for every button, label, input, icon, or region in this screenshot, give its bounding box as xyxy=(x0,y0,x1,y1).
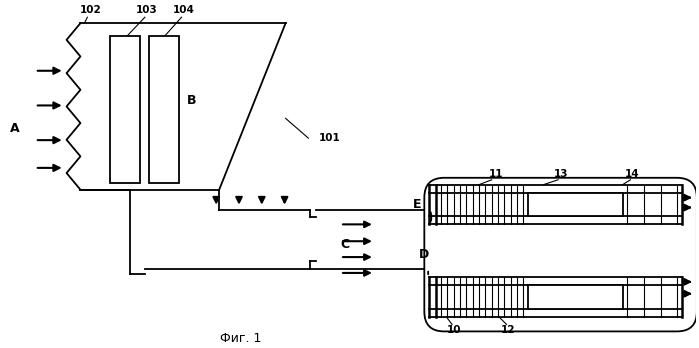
Text: 104: 104 xyxy=(173,5,194,15)
Bar xyxy=(149,36,178,183)
Bar xyxy=(528,285,623,309)
Bar xyxy=(528,193,623,216)
Text: 14: 14 xyxy=(625,169,640,179)
Text: 12: 12 xyxy=(501,325,516,335)
Text: 10: 10 xyxy=(447,325,461,335)
Text: Фиг. 1: Фиг. 1 xyxy=(220,332,261,345)
Text: 103: 103 xyxy=(136,5,158,15)
Bar xyxy=(110,36,140,183)
Text: 11: 11 xyxy=(489,169,503,179)
FancyBboxPatch shape xyxy=(424,178,697,331)
Text: E: E xyxy=(413,198,421,211)
Text: C: C xyxy=(340,238,350,251)
Text: 101: 101 xyxy=(319,133,341,143)
Text: A: A xyxy=(10,122,20,135)
Text: 102: 102 xyxy=(80,5,101,15)
Text: 13: 13 xyxy=(554,169,568,179)
Text: B: B xyxy=(187,94,196,107)
Text: D: D xyxy=(419,248,429,261)
